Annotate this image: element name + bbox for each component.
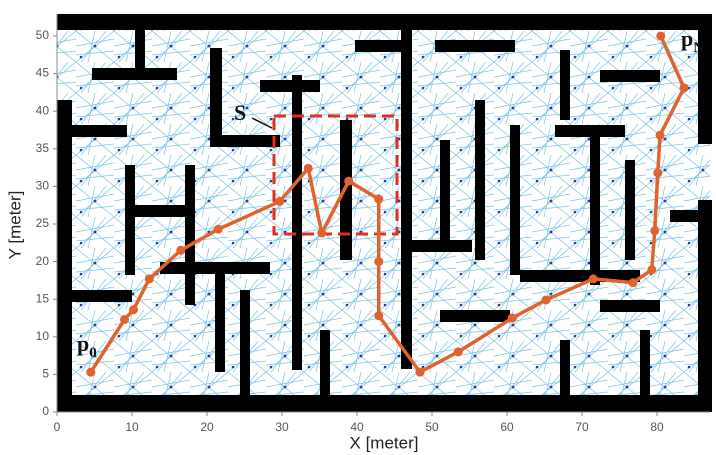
- path-point: [542, 295, 551, 304]
- y-tick-label: 20: [36, 254, 50, 268]
- path-point: [589, 274, 598, 283]
- y-tick-label: 35: [36, 141, 50, 155]
- y-tick-label: 0: [42, 404, 49, 418]
- x-tick-label: 60: [500, 420, 514, 434]
- y-tick-label: 45: [36, 66, 50, 80]
- path-point: [416, 368, 425, 377]
- path-point: [317, 229, 326, 238]
- path-point: [374, 311, 383, 320]
- x-axis-title: X [meter]: [350, 433, 419, 452]
- path-point: [214, 225, 223, 234]
- path-point: [508, 313, 517, 322]
- x-tick-label: 50: [425, 420, 439, 434]
- y-tick-label: 15: [36, 291, 50, 305]
- path-point: [647, 265, 656, 274]
- x-tick-label: 70: [575, 420, 589, 434]
- x-tick-label: 0: [54, 420, 61, 434]
- path-point: [304, 164, 313, 173]
- annotation-p0-sub: 0: [89, 345, 97, 361]
- y-tick-label: 5: [42, 367, 49, 381]
- path-point: [656, 31, 665, 40]
- path-point: [275, 197, 284, 206]
- path-point: [120, 315, 129, 324]
- path-point: [650, 226, 659, 235]
- annotation-pn-sub: N: [693, 40, 704, 56]
- path-point: [653, 168, 662, 177]
- annotation-pn-text: p: [681, 26, 693, 51]
- path-point: [454, 347, 463, 356]
- annotation-p0-text: p: [77, 331, 89, 356]
- path-point: [145, 274, 154, 283]
- chart: S p0 pN X [meter] Y [meter] 010203040506…: [0, 0, 716, 455]
- path-point: [176, 246, 185, 255]
- y-axis-title: Y [meter]: [5, 191, 24, 260]
- path-point: [374, 257, 383, 266]
- x-tick-label: 40: [350, 420, 364, 434]
- path-point: [656, 131, 665, 140]
- path-point: [129, 305, 138, 314]
- x-tick-label: 30: [275, 420, 289, 434]
- y-tick-label: 25: [36, 216, 50, 230]
- annotation-s: S: [234, 100, 246, 125]
- y-tick-label: 30: [36, 179, 50, 193]
- x-tick-label: 20: [200, 420, 214, 434]
- path-point: [680, 83, 689, 92]
- y-tick-label: 40: [36, 103, 50, 117]
- path-point: [344, 177, 353, 186]
- y-tick-label: 50: [36, 28, 50, 42]
- path-point: [629, 278, 638, 287]
- x-tick-label: 10: [125, 420, 139, 434]
- x-tick-label: 80: [650, 420, 664, 434]
- path-point: [86, 368, 95, 377]
- y-tick-label: 10: [36, 329, 50, 343]
- path-point: [374, 195, 383, 204]
